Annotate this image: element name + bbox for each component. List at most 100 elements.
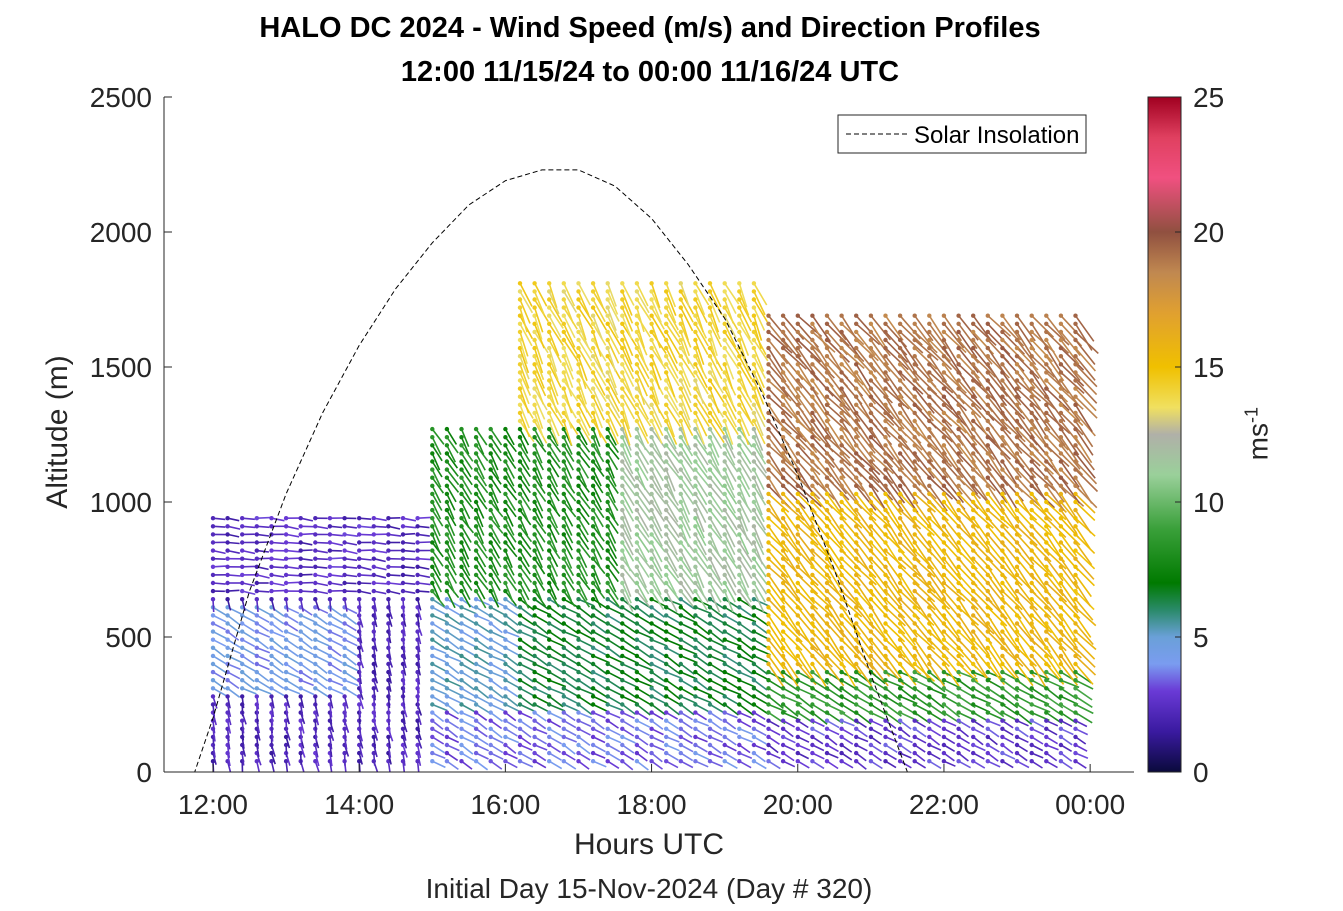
wind-vector-head	[722, 329, 727, 335]
wind-vector	[665, 558, 680, 579]
wind-vector-head	[488, 548, 493, 553]
wind-vector-head	[488, 678, 493, 683]
wind-vector-head	[766, 451, 771, 456]
wind-vector-head	[927, 556, 932, 561]
wind-vector-head	[634, 548, 640, 553]
wind-vector	[621, 436, 632, 458]
wind-vector-head	[897, 459, 903, 464]
wind-vector	[665, 493, 681, 513]
wind-vector	[621, 679, 639, 689]
wind-vector-head	[576, 580, 581, 586]
wind-vector	[490, 695, 505, 704]
wind-vector	[431, 695, 446, 705]
wind-vector-head	[649, 588, 654, 594]
wind-vector	[753, 622, 768, 634]
wind-vector-head	[941, 475, 947, 480]
wind-vector-head	[678, 426, 683, 432]
wind-vector	[548, 736, 562, 745]
wind-vector	[563, 744, 576, 755]
wind-vector	[680, 711, 694, 721]
wind-vector-head	[854, 483, 859, 488]
wind-vector	[314, 687, 329, 698]
wind-vector-head	[664, 621, 669, 626]
wind-vector-head	[225, 597, 230, 602]
wind-vector	[329, 663, 343, 673]
wind-vector-head	[283, 686, 289, 691]
wind-vector	[914, 452, 935, 479]
wind-vector	[709, 517, 723, 539]
wind-vector	[636, 404, 652, 427]
wind-vector-head	[605, 289, 610, 294]
wind-vector	[504, 558, 515, 576]
wind-vector	[811, 420, 831, 448]
wind-vector	[650, 493, 663, 515]
wind-vector-head	[327, 726, 333, 731]
wind-vector-head	[824, 402, 830, 407]
wind-vector	[840, 647, 859, 671]
wind-vector	[563, 542, 574, 560]
wind-vector-head	[605, 507, 610, 513]
wind-vector-head	[868, 702, 874, 707]
wind-vector	[548, 501, 561, 517]
wind-vector	[461, 687, 475, 697]
wind-vector	[899, 444, 919, 471]
wind-vector-head	[824, 337, 830, 343]
wind-vector	[650, 525, 664, 547]
wind-vector	[504, 509, 514, 527]
wind-vector-head	[634, 718, 640, 723]
wind-vector-head	[313, 694, 318, 699]
wind-vector-head	[941, 435, 947, 440]
wind-vector-head	[766, 718, 771, 723]
wind-vector	[636, 760, 649, 771]
wind-vector	[533, 404, 544, 429]
wind-vector	[840, 412, 861, 439]
wind-vector	[446, 614, 461, 626]
wind-vector-head	[620, 354, 625, 359]
wind-vector	[753, 728, 767, 737]
wind-vector-head	[298, 621, 303, 626]
wind-vector-head	[780, 621, 786, 626]
wind-vector	[709, 282, 722, 308]
wind-vector	[548, 574, 560, 591]
wind-vector-head	[722, 597, 727, 602]
wind-vector-head	[693, 645, 698, 650]
wind-vector	[753, 736, 767, 745]
wind-vector-head	[371, 686, 376, 691]
wind-vector-head	[810, 459, 815, 464]
wind-vector	[694, 639, 710, 651]
wind-vector-head	[240, 718, 245, 723]
wind-vector-head	[912, 443, 917, 448]
wind-vector-head	[473, 548, 479, 553]
wind-vector	[490, 566, 502, 584]
wind-vector-head	[547, 532, 552, 537]
wind-vector-head	[386, 572, 391, 578]
wind-vector	[855, 452, 881, 476]
wind-vector-head	[357, 645, 362, 650]
wind-vector	[300, 679, 314, 687]
wind-vector	[855, 379, 877, 405]
wind-vector	[943, 323, 965, 349]
wind-vector-head	[707, 653, 713, 659]
wind-vector-head	[780, 337, 786, 343]
wind-vector-head	[854, 661, 859, 667]
wind-vector-head	[532, 378, 537, 383]
wind-vector-head	[824, 345, 830, 351]
wind-vector	[665, 299, 677, 324]
wind-vector-head	[824, 556, 830, 561]
wind-vector-head	[912, 750, 917, 756]
wind-vector-head	[400, 532, 406, 537]
wind-vector-head	[649, 548, 654, 553]
wind-vector-head	[532, 718, 537, 723]
wind-vector	[884, 517, 901, 542]
wind-vector	[899, 436, 920, 463]
wind-vector-head	[751, 637, 757, 642]
wind-vector-head	[956, 613, 961, 618]
wind-vector	[592, 412, 602, 438]
wind-vector	[577, 331, 593, 354]
wind-vector-head	[649, 297, 654, 302]
wind-vector-head	[620, 362, 625, 367]
wind-vector-head	[342, 678, 347, 683]
wind-vector-head	[327, 572, 333, 578]
wind-vector-head	[517, 378, 523, 383]
wind-vector	[665, 347, 679, 372]
